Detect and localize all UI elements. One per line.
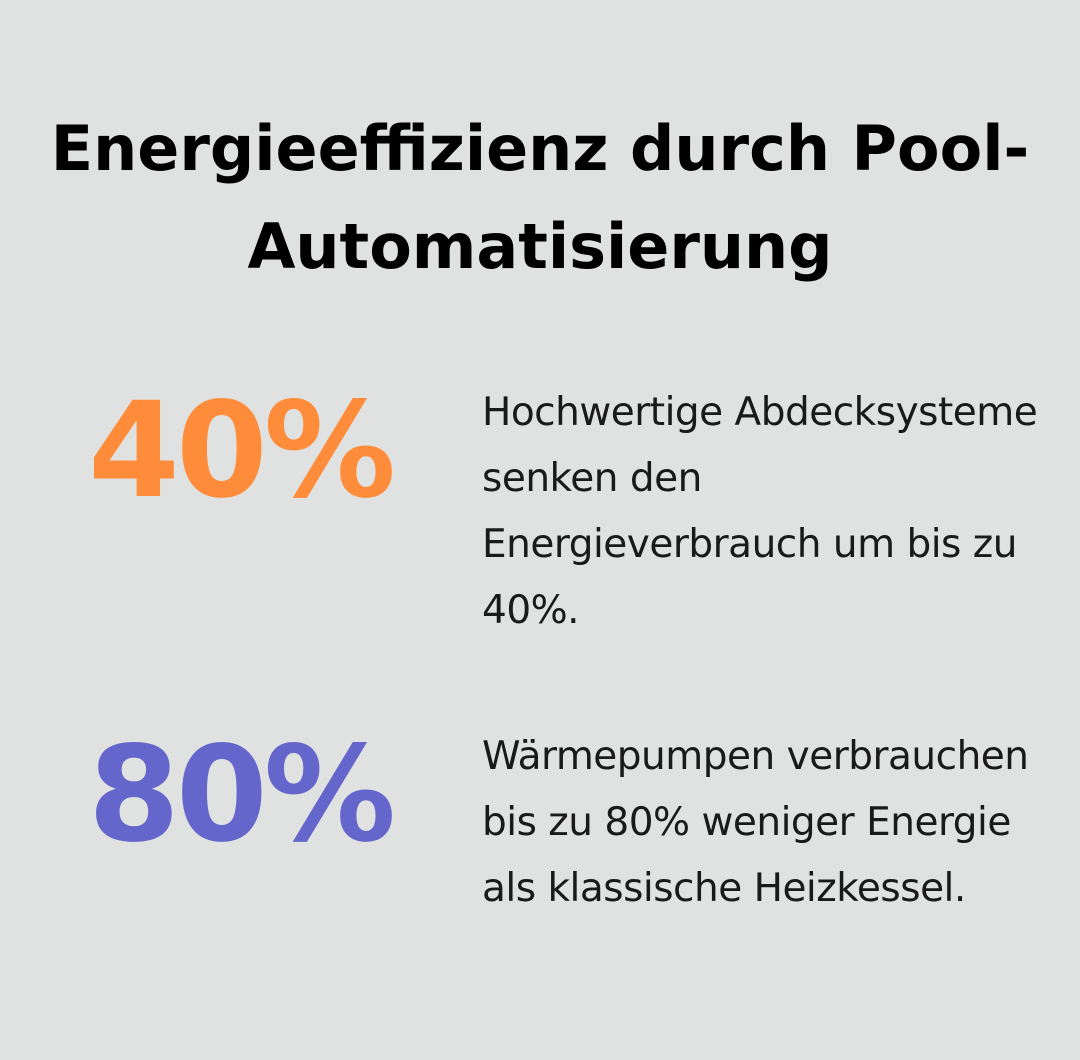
- infographic-title: Energieeffizienz durch Pool-Automatisier…: [50, 112, 1030, 283]
- stat-value-40: 40%: [88, 374, 396, 528]
- stat-value-80: 80%: [88, 718, 396, 872]
- stat-description-heat-pumps: Wärmepumpen verbrauchen bis zu 80% wenig…: [482, 734, 1029, 911]
- stat-description-covers: Hochwertige Abdecksysteme senken den Ene…: [482, 390, 1038, 633]
- stat-block-covers: 40% Hochwertige Abdecksysteme senken den…: [0, 376, 1080, 636]
- stat-block-heat-pumps: 80% Wärmepumpen verbrauchen bis zu 80% w…: [0, 720, 1080, 980]
